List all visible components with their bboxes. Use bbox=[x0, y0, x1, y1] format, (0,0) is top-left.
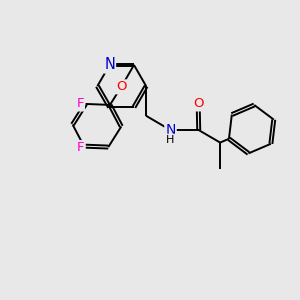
Text: N: N bbox=[165, 123, 176, 137]
Text: F: F bbox=[76, 98, 84, 110]
Text: F: F bbox=[77, 141, 85, 154]
Text: O: O bbox=[116, 80, 127, 93]
Text: N: N bbox=[104, 58, 115, 73]
Text: H: H bbox=[166, 135, 175, 145]
Text: O: O bbox=[193, 98, 203, 110]
